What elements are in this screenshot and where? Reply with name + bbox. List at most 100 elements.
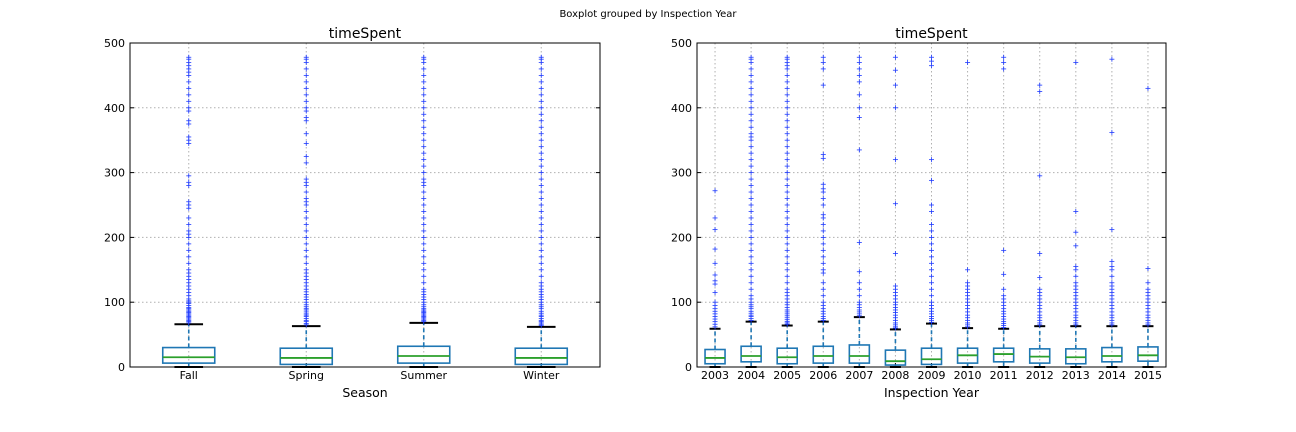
flier-point <box>303 79 309 85</box>
flier-point <box>856 240 862 246</box>
flier-point <box>538 273 544 279</box>
flier-point <box>929 202 934 208</box>
y-tick-label: 500 <box>671 37 692 50</box>
flier-point <box>303 247 309 253</box>
flier-point <box>784 105 790 111</box>
flier-point <box>421 280 427 286</box>
flier-point <box>784 241 790 247</box>
flier-point <box>186 179 192 185</box>
flier-point <box>538 157 544 163</box>
y-tick-label: 400 <box>104 102 125 115</box>
flier-point <box>748 124 754 130</box>
flier-point <box>421 85 427 91</box>
flier-point <box>748 66 754 72</box>
flier-point <box>1001 293 1007 299</box>
flier-point <box>748 234 754 240</box>
flier-point <box>1001 66 1007 72</box>
box-Winter <box>514 54 569 368</box>
flier-point <box>748 241 754 247</box>
flier-point <box>784 79 790 85</box>
flier-point <box>421 54 427 60</box>
y-tick-label: 300 <box>671 167 692 180</box>
flier-point <box>784 176 790 182</box>
flier-point <box>1037 82 1043 88</box>
flier-point <box>1109 280 1115 286</box>
flier-point <box>1109 227 1115 233</box>
y-tick-label: 500 <box>104 37 125 50</box>
flier-point <box>421 137 427 143</box>
flier-point <box>856 280 862 286</box>
flier-point <box>712 289 718 295</box>
flier-point <box>856 293 862 299</box>
flier-point <box>1073 208 1079 214</box>
flier-point <box>929 247 934 253</box>
flier-point <box>538 137 544 143</box>
iqr-box <box>812 345 835 364</box>
flier-point <box>1037 89 1043 95</box>
y-tick-label: 0 <box>685 361 692 374</box>
flier-point <box>303 241 309 247</box>
box-2012 <box>1028 82 1051 368</box>
flier-point <box>538 247 544 253</box>
flier-point <box>1001 247 1007 253</box>
flier-point <box>784 196 790 202</box>
box-Fall <box>161 54 216 368</box>
flier-point <box>712 227 718 233</box>
flier-point <box>929 267 934 273</box>
flier-point <box>1073 264 1079 270</box>
flier-point <box>1073 59 1079 65</box>
flier-point <box>186 228 192 234</box>
flier-point <box>820 54 826 60</box>
flier-point <box>748 254 754 260</box>
flier-point <box>421 144 427 150</box>
flier-point <box>421 72 427 78</box>
flier-point <box>748 85 754 91</box>
flier-point <box>748 267 754 273</box>
flier-point <box>748 273 754 279</box>
flier-point <box>784 163 790 169</box>
flier-point <box>784 254 790 260</box>
flier-point <box>856 92 862 98</box>
flier-point <box>784 137 790 143</box>
flier-point <box>303 254 309 260</box>
flier-point <box>784 111 790 117</box>
flier-point <box>538 150 544 156</box>
flier-point <box>929 157 934 163</box>
flier-point <box>929 241 934 247</box>
flier-point <box>303 234 309 240</box>
flier-point <box>712 215 718 221</box>
flier-point <box>186 98 192 104</box>
y-tick-label: 400 <box>671 102 692 115</box>
flier-point <box>1073 280 1079 286</box>
flier-point <box>1109 273 1115 279</box>
flier-point <box>186 173 192 179</box>
iqr-box <box>992 347 1015 363</box>
flier-point <box>784 202 790 208</box>
y-tick-label: 200 <box>671 231 692 244</box>
flier-point <box>784 54 790 60</box>
plot-frame <box>129 42 601 368</box>
flier-point <box>538 72 544 78</box>
flier-point <box>186 254 192 260</box>
flier-point <box>303 105 309 111</box>
flier-point <box>421 202 427 208</box>
flier-point <box>748 183 754 189</box>
flier-point <box>929 177 934 183</box>
flier-point <box>784 267 790 273</box>
flier-point <box>538 260 544 266</box>
x-tick-label: Spring <box>289 369 325 382</box>
flier-point <box>186 85 192 91</box>
iqr-box <box>920 347 943 366</box>
plot-frame <box>696 42 1167 368</box>
flier-point <box>421 98 427 104</box>
flier-point <box>303 260 309 266</box>
flier-point <box>538 267 544 273</box>
iqr-box <box>1137 346 1159 362</box>
flier-point <box>303 208 309 214</box>
flier-point <box>929 228 934 234</box>
flier-point <box>538 234 544 240</box>
flier-point <box>1001 286 1007 292</box>
flier-point <box>784 131 790 137</box>
flier-point <box>748 176 754 182</box>
